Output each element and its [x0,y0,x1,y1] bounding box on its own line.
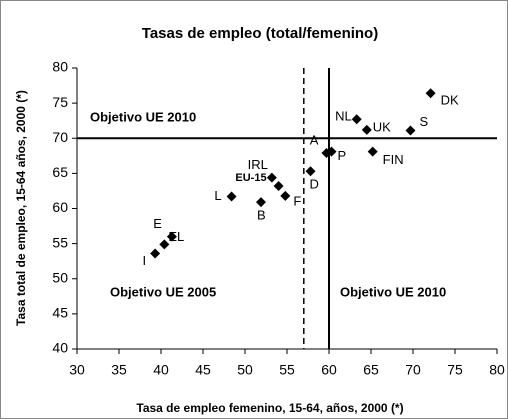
point-label: FIN [383,152,404,167]
x-tick-label: 55 [279,362,295,378]
point-label: S [419,114,428,129]
point [159,239,170,250]
point [166,231,177,242]
y-tick-label: 45 [52,305,68,321]
y-tick-label: 80 [52,59,68,75]
x-tick-label: 60 [321,362,337,378]
point-label: P [338,148,347,163]
x-tick-label: 80 [489,362,505,378]
y-tick-label: 75 [52,94,68,110]
point-label: F [293,193,301,208]
x-axis-label: Tasa de empleo femenino, 15-64, años, 20… [136,401,403,415]
point-label: NL [335,109,352,124]
point-label: L [214,188,221,203]
x-tick-label: 30 [69,362,85,378]
point [150,248,161,259]
point-label: I [142,253,146,268]
x-tick-label: 65 [363,362,379,378]
point-label: A [310,132,319,147]
point [351,114,362,125]
point-label: DK [441,93,459,108]
point-label: E [153,216,162,231]
point [361,124,372,135]
point [367,146,378,157]
y-tick-label: 60 [52,199,68,215]
x-tick-label: 75 [447,362,463,378]
point-label: D [310,177,319,192]
point [305,166,316,177]
point-label: EL [168,229,184,244]
point [226,191,237,202]
point [321,148,332,159]
y-axis-label: Tasa total de empleo, 15-64 años, 2000 (… [14,90,28,326]
point [280,190,291,201]
chart-title: Tasas de empleo (total/femenino) [142,25,378,42]
x-tick-label: 50 [237,362,253,378]
annotation: Objetivo UE 2010 [90,109,196,124]
y-tick-label: 55 [52,234,68,250]
x-tick-label: 70 [405,362,421,378]
x-tick-label: 45 [195,362,211,378]
y-tick-label: 40 [52,340,68,356]
annotation: Objetivo UE 2005 [110,284,216,299]
y-tick-label: 50 [52,269,68,285]
point [425,88,436,99]
point-label: B [257,208,266,223]
y-tick-label: 65 [52,164,68,180]
point-label: UK [373,119,391,134]
annotation: Objetivo UE 2010 [340,284,446,299]
y-tick-label: 70 [52,129,68,145]
point [405,125,416,136]
point [255,197,266,208]
point-label: IRL [248,157,268,172]
x-tick-label: 35 [111,362,127,378]
point [273,181,284,192]
x-tick-label: 40 [153,362,169,378]
point [266,172,277,183]
point-label: EU-15 [235,172,266,184]
